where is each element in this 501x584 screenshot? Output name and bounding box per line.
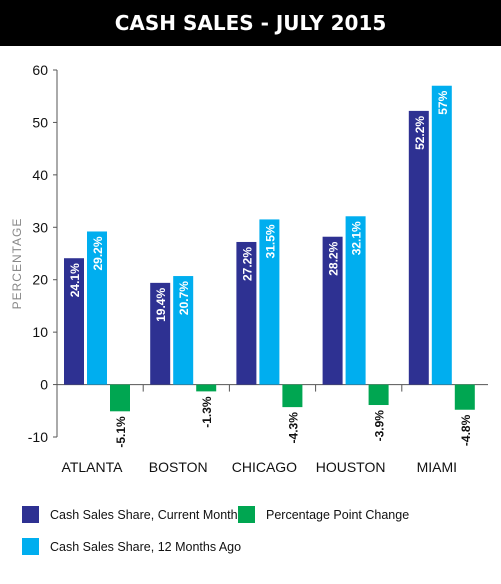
bar-value-label: 20.7% — [177, 281, 191, 315]
legend-swatch-current-month — [22, 506, 39, 523]
bar — [431, 85, 452, 385]
bar-value-label: -4.3% — [286, 412, 300, 444]
legend-item-current-month: Cash Sales Share, Current Month — [22, 506, 238, 523]
bar — [408, 110, 429, 385]
category-label: ATLANTA — [62, 459, 124, 475]
bar — [64, 258, 84, 385]
bar-value-label: -4.8% — [459, 414, 473, 446]
y-axis-title: PERCENTAGE — [10, 218, 24, 310]
legend-label-point-change: Percentage Point Change — [266, 507, 410, 522]
bar — [282, 384, 303, 408]
legend-swatch-point-change — [238, 506, 255, 523]
category-label: BOSTON — [149, 459, 208, 475]
legend-label-current-month: Cash Sales Share, Current Month — [50, 507, 238, 522]
chart-title: CASH SALES - JULY 2015 — [0, 0, 501, 46]
legend-label-12-months-ago: Cash Sales Share, 12 Months Ago — [50, 539, 242, 554]
y-tick-label: 60 — [32, 62, 48, 78]
bar — [196, 384, 217, 392]
y-tick-label: 30 — [32, 219, 48, 235]
bar-value-label: -3.9% — [373, 410, 387, 442]
legend-swatch-12-months-ago — [22, 538, 39, 555]
bar-value-label: 28.2% — [327, 241, 341, 275]
bar-value-label: 57% — [436, 90, 450, 114]
y-tick-label: -10 — [28, 429, 48, 445]
category-label: MIAMI — [417, 459, 457, 475]
bar — [110, 384, 130, 412]
y-tick-label: 10 — [32, 324, 48, 340]
bar — [368, 384, 389, 406]
legend-item-point-change: Percentage Point Change — [238, 506, 409, 523]
bar — [322, 236, 343, 385]
bar-value-label: 24.1% — [68, 263, 82, 297]
bar-value-label: 29.2% — [91, 236, 105, 270]
y-tick-label: 40 — [32, 167, 48, 183]
bar — [345, 216, 366, 385]
y-tick-label: 20 — [32, 272, 48, 288]
bar-chart: -10 0 10 20 30 40 50 60 PERCENTAGE 24.1% 29.2% -5.1… — [10, 62, 488, 475]
bar — [87, 231, 107, 385]
bar — [150, 282, 171, 385]
bar — [173, 276, 194, 385]
bar-value-label: 31.5% — [263, 224, 277, 258]
category-label: HOUSTON — [316, 459, 386, 475]
bar-value-label: -1.3% — [200, 396, 214, 428]
bar-value-label: 32.1% — [350, 221, 364, 255]
bar-value-label: 19.4% — [154, 288, 168, 322]
bar-value-label: 52.2% — [413, 116, 427, 150]
category-label: CHICAGO — [232, 459, 297, 475]
bar-value-label: 27.2% — [240, 247, 254, 281]
bar-value-label: -5.1% — [114, 416, 128, 448]
y-tick-label: 50 — [32, 114, 48, 130]
legend-item-12-months-ago: Cash Sales Share, 12 Months Ago — [22, 538, 241, 555]
bar — [454, 384, 475, 410]
y-tick-label: 0 — [40, 377, 48, 393]
bar — [259, 219, 280, 385]
bar — [236, 241, 257, 385]
